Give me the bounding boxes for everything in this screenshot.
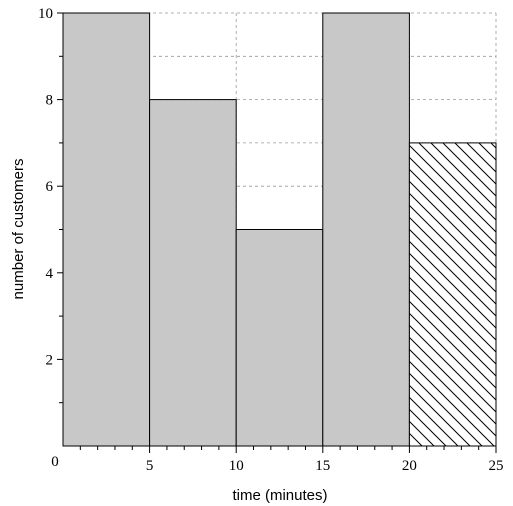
y-tick-label: 8 (46, 93, 54, 109)
y-tick-label: 10 (38, 6, 53, 22)
axes (57, 12, 497, 453)
origin-label: 0 (51, 454, 59, 470)
x-tick-label: 25 (489, 458, 504, 474)
y-tick-label: 2 (46, 352, 54, 368)
y-axis-title: number of customers (10, 159, 27, 300)
bars (62, 12, 497, 447)
x-tick-label: 5 (146, 458, 154, 474)
histogram-bar-2 (235, 229, 324, 447)
histogram-bar-4 (408, 142, 497, 447)
x-axis-title: time (minutes) (232, 487, 327, 504)
histogram-bar-1 (149, 99, 237, 447)
histogram-bar-3 (322, 12, 410, 447)
x-tick-label: 15 (315, 458, 330, 474)
y-tick-label: 4 (46, 266, 54, 282)
y-tick-label: 6 (46, 179, 54, 195)
x-tick-label: 10 (229, 458, 244, 474)
histogram-bar-0 (62, 12, 151, 447)
x-tick-label: 20 (402, 458, 417, 474)
tick-labels: 2 4 6 8 10 5 10 15 20 25 0 (38, 6, 504, 474)
